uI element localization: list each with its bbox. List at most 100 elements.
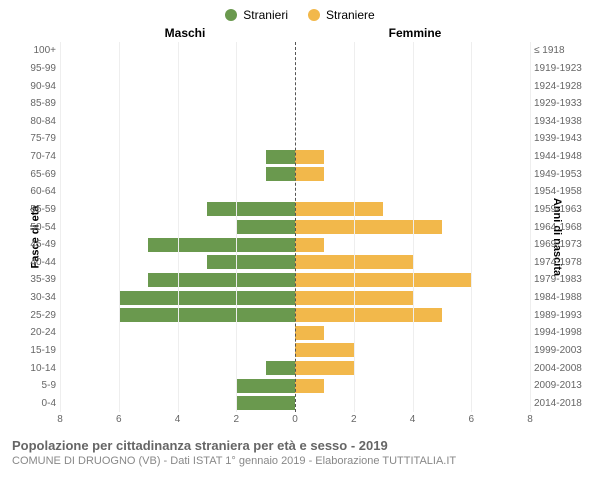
age-label: 35-39 — [18, 274, 56, 285]
chart-row: 0-42014-2018 — [60, 395, 530, 413]
chart-row: 85-891929-1933 — [60, 95, 530, 113]
caption: Popolazione per cittadinanza straniera p… — [0, 432, 600, 467]
bar-area — [60, 218, 530, 236]
bar-half-right — [295, 395, 530, 413]
age-label: 20-24 — [18, 327, 56, 338]
bar-half-right — [295, 42, 530, 60]
bar-half-right — [295, 218, 530, 236]
bar-area — [60, 77, 530, 95]
year-label: ≤ 1918 — [534, 45, 596, 56]
x-tick-label: 6 — [116, 414, 122, 425]
chart-row: 95-991919-1923 — [60, 60, 530, 78]
bar-female — [295, 291, 413, 305]
x-tick-label: 4 — [410, 414, 416, 425]
rows-container: 100+≤ 191895-991919-192390-941924-192885… — [60, 42, 530, 412]
age-label: 55-59 — [18, 204, 56, 215]
bar-half-right — [295, 60, 530, 78]
age-label: 85-89 — [18, 98, 56, 109]
chart-row: 30-341984-1988 — [60, 289, 530, 307]
chart-row: 80-841934-1938 — [60, 113, 530, 131]
bar-half-left — [60, 254, 295, 272]
x-tick-label: 0 — [292, 414, 298, 425]
legend-label: Stranieri — [243, 8, 288, 22]
age-label: 10-14 — [18, 363, 56, 374]
x-tick-label: 2 — [351, 414, 357, 425]
bar-half-right — [295, 201, 530, 219]
x-axis: 864202468 — [60, 412, 530, 432]
bar-area — [60, 324, 530, 342]
x-tick-label: 8 — [57, 414, 63, 425]
age-label: 15-19 — [18, 345, 56, 356]
age-label: 40-44 — [18, 257, 56, 268]
year-label: 1939-1943 — [534, 133, 596, 144]
year-label: 1984-1988 — [534, 292, 596, 303]
bar-half-left — [60, 218, 295, 236]
bar-male — [236, 379, 295, 393]
bar-area — [60, 95, 530, 113]
bar-area — [60, 113, 530, 131]
age-label: 50-54 — [18, 222, 56, 233]
bar-half-left — [60, 324, 295, 342]
bar-half-right — [295, 342, 530, 360]
bar-half-left — [60, 306, 295, 324]
caption-subtitle: COMUNE DI DRUOGNO (VB) - Dati ISTAT 1° g… — [12, 455, 588, 467]
bar-half-left — [60, 113, 295, 131]
col-header-left: Maschi — [70, 26, 300, 40]
bar-half-right — [295, 113, 530, 131]
chart-row: 10-142004-2008 — [60, 359, 530, 377]
age-label: 5-9 — [18, 380, 56, 391]
bar-half-right — [295, 289, 530, 307]
year-label: 1944-1948 — [534, 151, 596, 162]
gridline — [530, 42, 531, 412]
bar-male — [207, 255, 295, 269]
bar-male — [119, 291, 295, 305]
year-label: 1934-1938 — [534, 116, 596, 127]
bar-half-left — [60, 395, 295, 413]
bar-half-left — [60, 289, 295, 307]
bar-male — [266, 167, 295, 181]
age-label: 95-99 — [18, 63, 56, 74]
bar-half-left — [60, 42, 295, 60]
bar-area — [60, 148, 530, 166]
year-label: 1969-1973 — [534, 239, 596, 250]
year-label: 1989-1993 — [534, 310, 596, 321]
bar-area — [60, 60, 530, 78]
bar-female — [295, 202, 383, 216]
bar-half-right — [295, 183, 530, 201]
bar-male — [266, 361, 295, 375]
age-label: 45-49 — [18, 239, 56, 250]
bar-half-left — [60, 130, 295, 148]
bar-male — [119, 308, 295, 322]
age-label: 0-4 — [18, 398, 56, 409]
bar-male — [148, 273, 295, 287]
year-label: 2004-2008 — [534, 363, 596, 374]
year-label: 1954-1958 — [534, 186, 596, 197]
bar-area — [60, 201, 530, 219]
bar-area — [60, 165, 530, 183]
bar-half-left — [60, 148, 295, 166]
caption-title: Popolazione per cittadinanza straniera p… — [12, 438, 588, 453]
chart-row: 5-92009-2013 — [60, 377, 530, 395]
bar-area — [60, 359, 530, 377]
bar-female — [295, 273, 471, 287]
bar-area — [60, 236, 530, 254]
legend-swatch — [225, 9, 237, 21]
chart-row: 50-541964-1968 — [60, 218, 530, 236]
chart-row: 20-241994-1998 — [60, 324, 530, 342]
bar-half-right — [295, 77, 530, 95]
bar-male — [266, 150, 295, 164]
year-label: 2009-2013 — [534, 380, 596, 391]
bar-half-left — [60, 201, 295, 219]
bar-area — [60, 306, 530, 324]
bar-half-left — [60, 377, 295, 395]
x-tick-label: 6 — [468, 414, 474, 425]
bar-area — [60, 289, 530, 307]
bar-half-right — [295, 324, 530, 342]
year-label: 1949-1953 — [534, 169, 596, 180]
bar-half-right — [295, 254, 530, 272]
age-label: 25-29 — [18, 310, 56, 321]
bar-half-right — [295, 306, 530, 324]
chart-row: 100+≤ 1918 — [60, 42, 530, 60]
year-label: 1964-1968 — [534, 222, 596, 233]
chart-row: 90-941924-1928 — [60, 77, 530, 95]
